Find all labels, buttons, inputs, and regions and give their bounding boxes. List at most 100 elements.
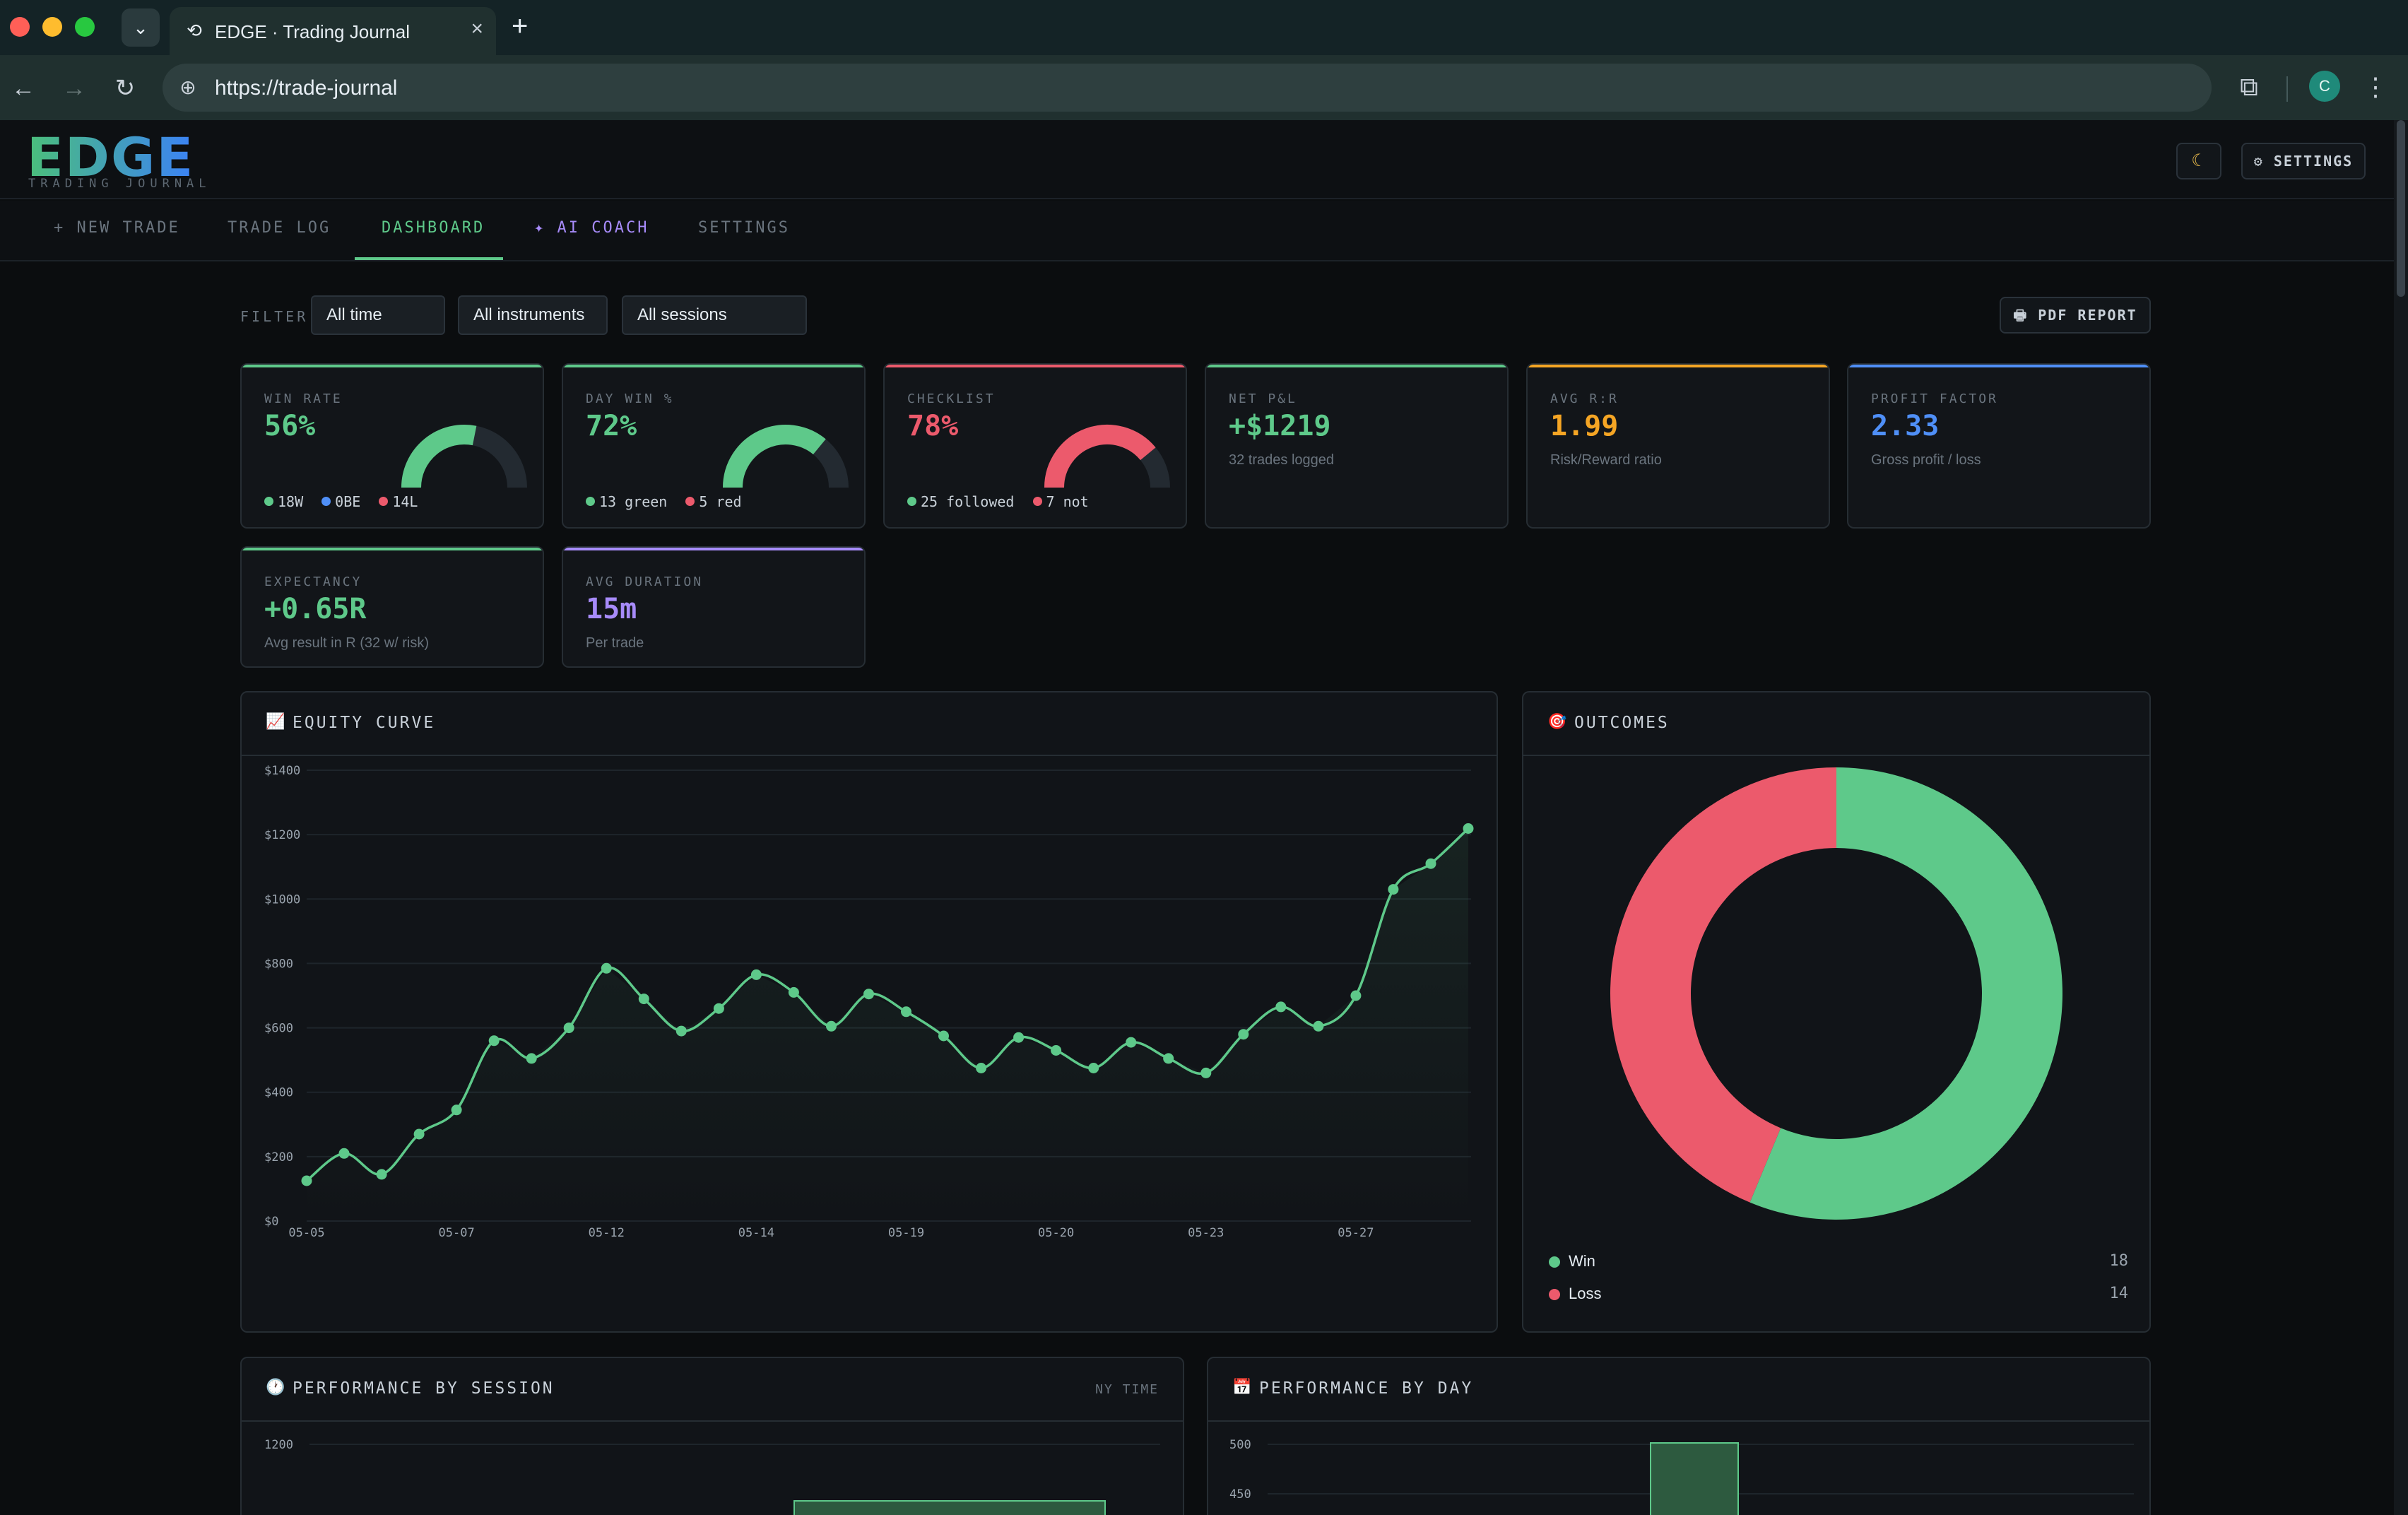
card-accent-bar <box>563 365 864 367</box>
equity-point[interactable] <box>601 962 612 974</box>
maximize-window-button[interactable] <box>75 17 95 37</box>
y-tick-label: $600 <box>264 1022 293 1036</box>
target-icon: 🎯 <box>1547 712 1567 730</box>
checklist-gauge <box>1044 425 1170 488</box>
minimize-window-button[interactable] <box>42 17 62 37</box>
equity-point[interactable] <box>1088 1063 1099 1073</box>
equity-point[interactable] <box>1163 1053 1174 1064</box>
equity-point[interactable] <box>1425 858 1436 869</box>
tab-settings[interactable]: SETTINGS <box>698 219 790 237</box>
y-tick-label: $800 <box>264 957 293 971</box>
time-filter-select[interactable]: All time <box>311 295 445 335</box>
app-logo[interactable]: EDGE <box>27 126 195 189</box>
donut-slice-win[interactable] <box>1749 767 2062 1220</box>
session-filter-select[interactable]: All sessions <box>622 295 807 335</box>
equity-point[interactable] <box>1388 884 1399 895</box>
equity-point[interactable] <box>976 1063 987 1073</box>
y-tick-label: 500 <box>1229 1438 1251 1452</box>
card-label: PROFIT FACTOR <box>1871 391 1998 406</box>
arrow-left-icon: ← <box>11 75 35 102</box>
equity-point[interactable] <box>563 1022 574 1034</box>
equity-point[interactable] <box>1013 1032 1025 1043</box>
card-value: 78% <box>907 410 959 442</box>
address-bar[interactable]: ⊕ https://trade-journal <box>163 64 2212 112</box>
card-label: NET P&L <box>1229 391 1297 406</box>
equity-point[interactable] <box>1238 1029 1249 1040</box>
x-tick-label: 05-07 <box>439 1226 475 1240</box>
app-logo-subtitle: TRADING JOURNAL <box>28 177 211 191</box>
equity-point[interactable] <box>901 1006 911 1018</box>
card-value: 2.33 <box>1871 410 1940 442</box>
scrollbar-thumb[interactable] <box>2397 120 2405 297</box>
browser-menu-button[interactable]: ⋮ <box>2361 69 2390 105</box>
tab-search-button[interactable]: ⌄ <box>122 8 160 47</box>
x-tick-label: 05-05 <box>288 1226 324 1240</box>
equity-point[interactable] <box>1275 1001 1287 1013</box>
profile-avatar[interactable]: C <box>2309 71 2340 102</box>
equity-point[interactable] <box>638 994 649 1005</box>
equity-point[interactable] <box>1350 990 1362 1001</box>
equity-point[interactable] <box>863 989 874 1000</box>
equity-point[interactable] <box>788 986 799 998</box>
calendar-icon: 📅 <box>1232 1378 1252 1396</box>
not-followed-count: 7 not <box>1046 493 1089 510</box>
card-subtext: Risk/Reward ratio <box>1550 452 1662 468</box>
header-settings-button[interactable]: ⚙ SETTINGS <box>2241 143 2366 179</box>
close-tab-icon[interactable]: × <box>471 17 483 40</box>
equity-point[interactable] <box>1463 823 1474 834</box>
arrow-right-icon: → <box>62 75 86 102</box>
reload-button[interactable]: ↻ <box>107 71 143 106</box>
equity-point[interactable] <box>1126 1037 1137 1048</box>
tab-dashboard[interactable]: DASHBOARD <box>382 219 485 237</box>
equity-point[interactable] <box>488 1035 500 1047</box>
browser-tab[interactable]: ⟲ EDGE · Trading Journal × <box>170 7 496 55</box>
app-header: EDGE TRADING JOURNAL ☾ ⚙ SETTINGS <box>0 120 2394 199</box>
y-tick-label: 1200 <box>264 1438 293 1452</box>
extensions-button[interactable]: ⧉ <box>2231 69 2267 105</box>
tab-ai-coach[interactable]: ✦ AI COACH <box>534 219 649 237</box>
equity-point[interactable] <box>338 1148 350 1159</box>
equity-point[interactable] <box>1051 1045 1062 1056</box>
equity-point[interactable] <box>526 1053 537 1064</box>
equity-point[interactable] <box>713 1003 724 1014</box>
outcomes-donut <box>1610 767 2062 1220</box>
green-days: 13 green <box>599 493 668 510</box>
x-tick-label: 05-23 <box>1188 1226 1224 1240</box>
equity-point[interactable] <box>750 969 762 980</box>
donut-slice-loss[interactable] <box>1610 767 1836 1203</box>
site-info-icon[interactable]: ⊕ <box>179 76 196 98</box>
legend-label: Win <box>1569 1252 1595 1270</box>
page-scrollbar[interactable] <box>2394 120 2408 1515</box>
equity-point[interactable] <box>1313 1020 1324 1032</box>
theme-toggle-button[interactable]: ☾ <box>2176 143 2221 179</box>
pdf-report-label: PDF REPORT <box>2038 307 2137 324</box>
equity-point[interactable] <box>938 1030 949 1042</box>
instrument-filter-select[interactable]: All instruments <box>458 295 608 335</box>
equity-point[interactable] <box>826 1020 837 1032</box>
equity-curve-panel: 📈 EQUITY CURVE $0 $200 $400 $600 $800 $1000 $1… <box>240 691 1498 1333</box>
tab-trade-log[interactable]: TRADE LOG <box>228 219 331 237</box>
equity-point[interactable] <box>1200 1067 1212 1078</box>
card-label: AVG R:R <box>1550 391 1619 406</box>
close-window-button[interactable] <box>10 17 30 37</box>
breakeven-count: 0BE <box>335 493 361 510</box>
forward-button[interactable]: → <box>57 71 92 106</box>
equity-point[interactable] <box>301 1175 312 1186</box>
back-button[interactable]: ← <box>6 71 41 106</box>
card-subtext: Gross profit / loss <box>1871 452 1981 468</box>
pdf-report-button[interactable]: 🖶 PDF REPORT <box>2000 297 2151 334</box>
equity-point[interactable] <box>376 1169 387 1180</box>
kebab-menu-icon: ⋮ <box>2363 72 2388 101</box>
equity-point[interactable] <box>413 1128 425 1140</box>
panel-title: PERFORMANCE BY SESSION <box>293 1379 555 1398</box>
equity-point[interactable] <box>675 1025 687 1037</box>
expectancy-card: EXPECTANCY +0.65R Avg result in R (32 w/… <box>240 546 544 668</box>
x-tick-label: 05-12 <box>589 1226 625 1240</box>
card-label: AVG DURATION <box>586 574 704 589</box>
win-rate-card: WIN RATE 56% 18W 0BE 14L <box>240 363 544 529</box>
day-win-card: DAY WIN % 72% 13 green 5 red <box>562 363 866 529</box>
card-subtext: 32 trades logged <box>1229 452 1335 468</box>
new-tab-button[interactable]: + <box>512 11 529 42</box>
tab-new-trade[interactable]: + NEW TRADE <box>54 219 180 237</box>
equity-point[interactable] <box>451 1104 462 1116</box>
